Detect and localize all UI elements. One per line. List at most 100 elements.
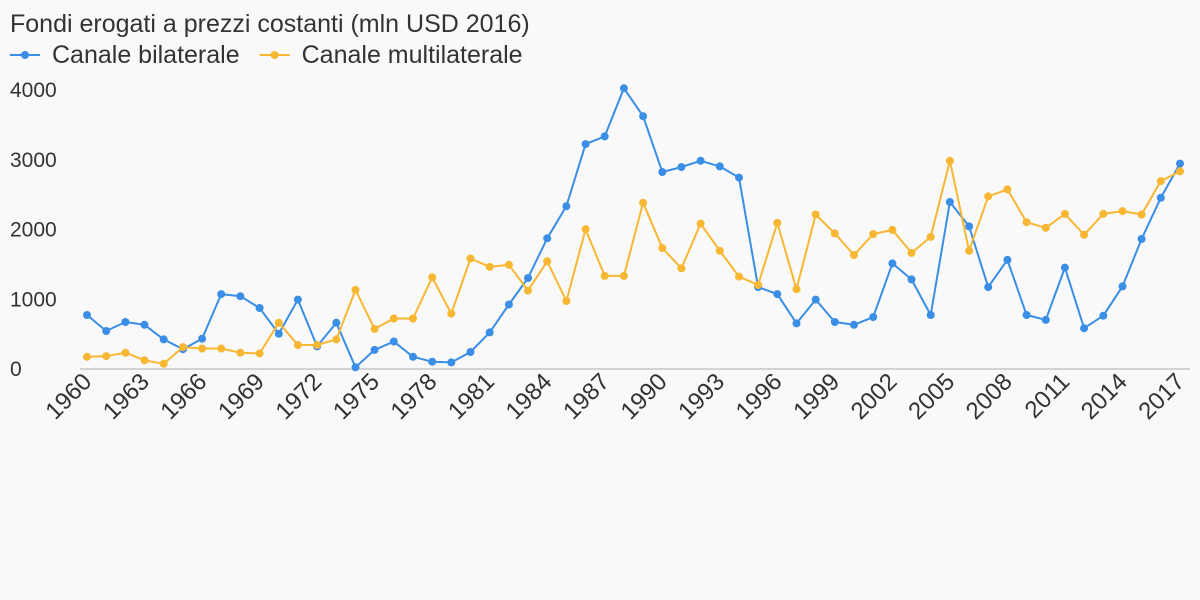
data-point — [1118, 282, 1127, 291]
data-point — [562, 297, 571, 305]
x-tick-label: 1990 — [616, 368, 673, 425]
data-point — [811, 295, 820, 304]
data-point — [370, 345, 379, 354]
data-point — [945, 198, 954, 206]
x-tick-label: 1975 — [328, 368, 385, 425]
data-point — [159, 335, 168, 344]
data-point — [850, 320, 858, 329]
data-point — [811, 210, 820, 219]
data-point — [581, 225, 590, 234]
data-point — [1176, 167, 1184, 176]
data-point — [504, 260, 513, 269]
data-point — [792, 319, 801, 328]
data-point — [428, 357, 437, 366]
data-point — [198, 334, 207, 343]
y-tick-label: 1000 — [10, 288, 57, 311]
x-tick-label: 1981 — [443, 368, 500, 425]
series-1 — [83, 84, 1184, 372]
data-point — [619, 271, 628, 280]
data-point — [639, 198, 648, 207]
data-point — [332, 318, 341, 327]
data-point — [754, 281, 763, 289]
data-point — [1003, 255, 1012, 264]
data-point — [562, 202, 571, 211]
data-point — [1041, 223, 1050, 232]
data-point — [1060, 263, 1069, 272]
data-point — [524, 286, 532, 295]
x-tick-label: 2008 — [961, 368, 1018, 425]
data-point — [121, 318, 130, 326]
data-point — [945, 156, 954, 165]
data-point — [428, 273, 437, 282]
data-point — [773, 290, 782, 299]
data-point — [850, 251, 858, 259]
data-point — [485, 262, 494, 271]
data-point — [524, 274, 532, 282]
x-tick-label: 2005 — [903, 368, 960, 425]
legend-item-2: Canale multilaterale — [259, 41, 523, 69]
chart-title: Fondi erogati a prezzi costanti (mln USD… — [10, 10, 530, 38]
legend-label-1: Canale bilaterale — [52, 41, 240, 69]
data-point — [1137, 235, 1146, 243]
data-point — [217, 344, 226, 353]
data-point — [1041, 315, 1050, 324]
data-point — [658, 244, 667, 252]
data-point — [274, 318, 283, 327]
x-tick-label: 2017 — [1133, 368, 1190, 425]
x-tick-label: 2002 — [846, 368, 903, 425]
data-point — [926, 311, 935, 319]
data-point — [83, 352, 91, 361]
data-point — [677, 163, 686, 172]
x-tick-label: 1993 — [673, 368, 730, 425]
data-point — [600, 132, 609, 141]
y-tick-label: 3000 — [10, 149, 57, 172]
data-point — [351, 285, 360, 294]
data-point — [1099, 311, 1108, 320]
data-point — [447, 309, 456, 318]
data-point — [677, 264, 686, 273]
data-point — [293, 295, 302, 304]
data-point — [217, 290, 226, 299]
data-point — [1156, 193, 1165, 202]
data-point — [83, 311, 91, 319]
data-point — [830, 229, 839, 238]
data-point — [159, 359, 168, 368]
data-point — [370, 324, 379, 333]
y-tick-label: 4000 — [10, 79, 57, 102]
data-point — [466, 254, 475, 263]
x-tick-label: 1999 — [788, 368, 845, 425]
data-point — [1099, 209, 1108, 218]
data-point — [409, 314, 417, 323]
data-point — [236, 292, 245, 301]
data-point — [543, 257, 552, 266]
legend-label-2: Canale multilaterale — [302, 41, 523, 69]
data-point — [1156, 177, 1165, 186]
data-point — [1137, 210, 1146, 219]
data-point — [1060, 209, 1069, 218]
x-tick-label: 1984 — [501, 368, 558, 425]
data-point — [926, 232, 935, 241]
data-point — [869, 313, 878, 322]
x-tick-label: 1996 — [731, 368, 788, 425]
legend-item-1: Canale bilaterale — [10, 41, 240, 69]
data-point — [504, 300, 513, 309]
series-line-1 — [86, 87, 1181, 369]
data-point — [1080, 230, 1089, 239]
data-point — [792, 285, 801, 294]
legend: Canale bilaterale Canale multilaterale — [10, 41, 523, 69]
data-point — [965, 222, 974, 231]
x-tick-label: 1972 — [271, 368, 328, 425]
x-tick-label: 1960 — [40, 368, 97, 425]
data-point — [485, 328, 494, 337]
data-point — [696, 219, 705, 228]
data-point — [965, 246, 974, 255]
data-point — [888, 259, 897, 268]
data-point — [658, 168, 667, 176]
data-point — [236, 348, 245, 357]
data-point — [1118, 207, 1127, 216]
data-point — [735, 173, 743, 182]
data-point — [984, 283, 993, 292]
data-point — [389, 314, 398, 323]
data-point — [830, 318, 839, 326]
